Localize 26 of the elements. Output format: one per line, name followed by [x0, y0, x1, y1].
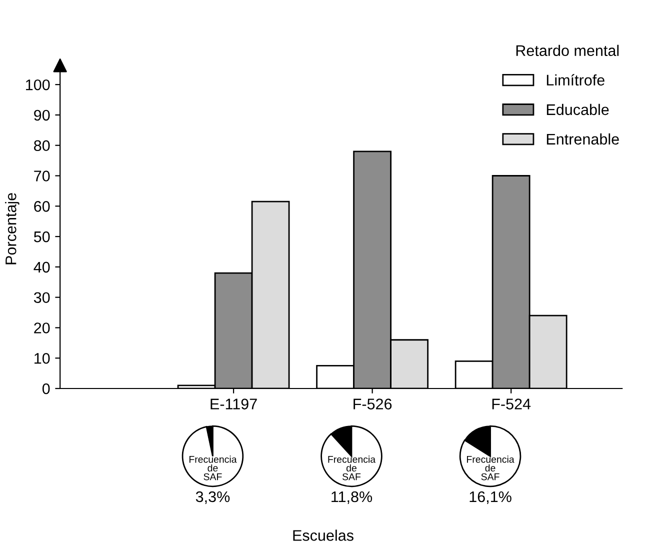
- y-tick-label: 10: [34, 352, 50, 364]
- y-tick-label: 90: [34, 110, 50, 121]
- text: 3,3%: [196, 491, 230, 504]
- legend-title: Retardo mental: [516, 44, 619, 56]
- x-tick-label: E-1197: [210, 398, 257, 410]
- legend-label: Limítrofe: [546, 74, 604, 86]
- text: 16,1%: [470, 491, 512, 504]
- y-tick-label: 40: [34, 262, 50, 273]
- y-tick-label: 50: [34, 231, 50, 242]
- y-tick-label: 20: [34, 322, 50, 334]
- y-tick-label: 70: [34, 170, 50, 182]
- x-tick-label: F-524: [492, 398, 531, 410]
- text: Frecuencia de SAF: [467, 456, 514, 480]
- legend-label: Educable: [546, 104, 609, 116]
- y-tick-label: 60: [34, 201, 50, 212]
- legend-label: Entrenable: [546, 133, 619, 145]
- text: Frecuencia de SAF: [328, 456, 376, 480]
- y-axis-title: Porcentaje: [5, 193, 20, 264]
- x-axis-title: Escuelas: [293, 530, 354, 541]
- y-tick-label: 0: [42, 383, 50, 394]
- y-tick-label: 30: [34, 292, 50, 304]
- y-tick-label: 100: [26, 79, 50, 90]
- text: Frecuencia de SAF: [189, 456, 237, 480]
- text: 11,8%: [332, 491, 372, 504]
- x-tick-label: F-526: [354, 398, 392, 410]
- y-tick-label: 80: [34, 140, 50, 152]
